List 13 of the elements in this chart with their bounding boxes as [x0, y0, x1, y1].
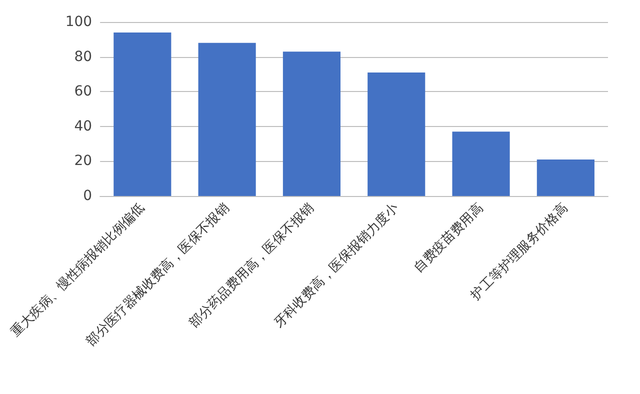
y-tick-label: 40: [74, 118, 92, 134]
y-tick-label: 100: [65, 14, 92, 30]
bar: [536, 159, 594, 196]
bar: [368, 72, 426, 196]
bar: [452, 132, 510, 196]
bar: [114, 32, 172, 196]
x-tick-label: 自费疫苗费用高: [410, 200, 486, 276]
bar: [282, 52, 340, 196]
y-tick-label: 60: [74, 84, 92, 100]
y-tick-label: 20: [74, 153, 92, 170]
y-tick-label: 80: [74, 48, 92, 65]
y-tick-label: 0: [83, 188, 92, 204]
bar: [198, 42, 256, 196]
